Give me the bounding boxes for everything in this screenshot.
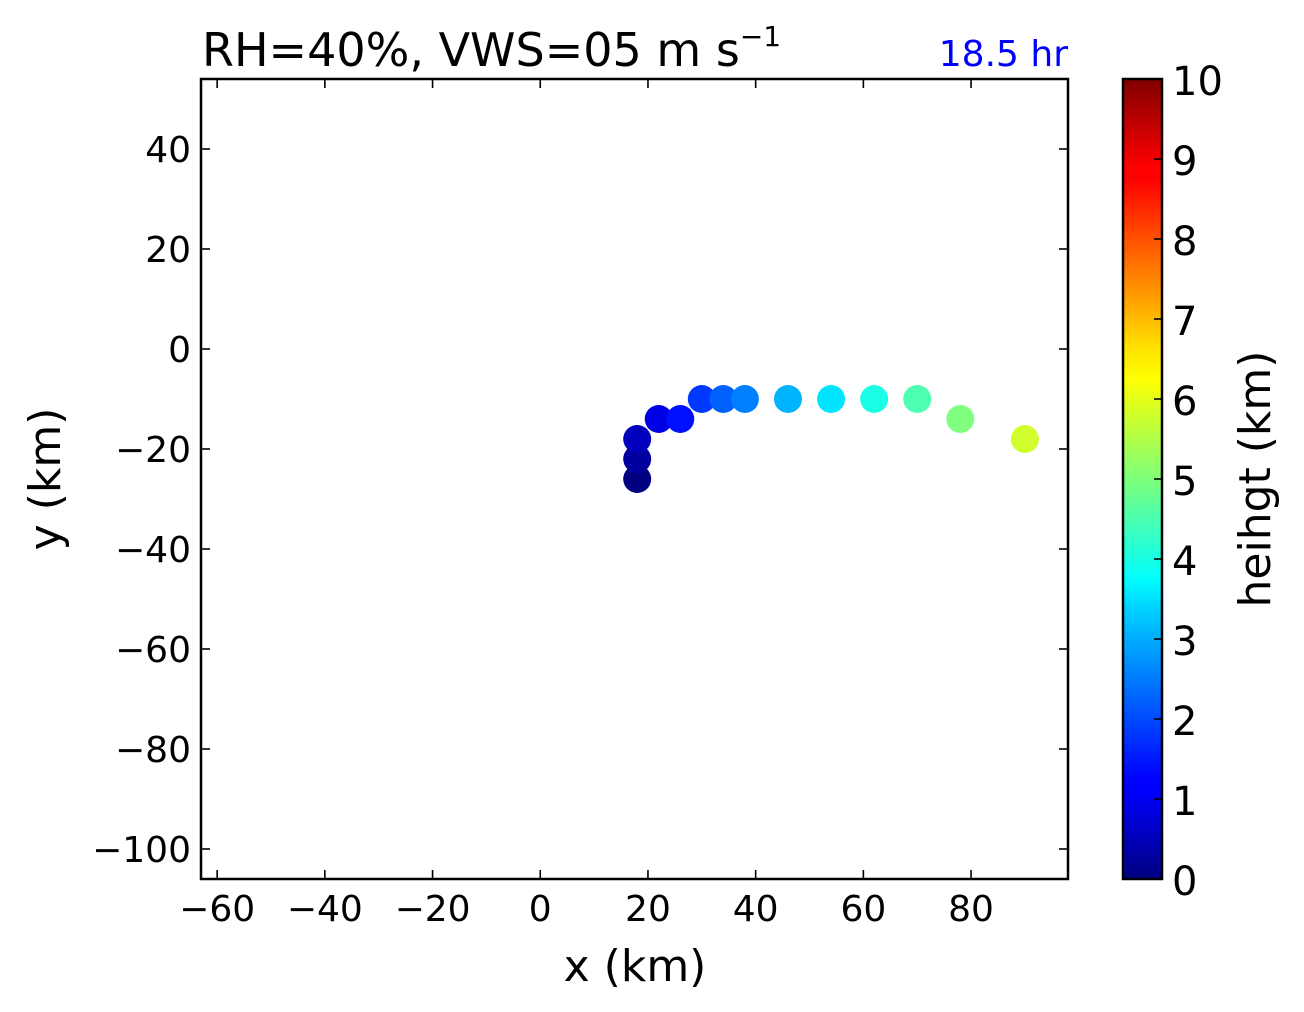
- time-label: 18.5 hr: [939, 34, 1068, 75]
- colorbar-tick-label: 1: [1172, 779, 1197, 825]
- scatter-point: [903, 385, 932, 413]
- scatter-point: [666, 405, 695, 433]
- x-tick-label: 80: [948, 889, 994, 930]
- y-tick-label: 40: [145, 130, 191, 171]
- y-tick-label: −80: [115, 730, 191, 771]
- y-tick-label: 20: [145, 230, 191, 271]
- scatter-point: [623, 445, 652, 473]
- y-tick-label: −40: [115, 530, 191, 571]
- x-tick-label: −40: [287, 889, 363, 930]
- colorbar-tick-label: 5: [1172, 459, 1197, 505]
- x-tick-label: 0: [529, 889, 552, 930]
- scatter-point: [817, 385, 846, 413]
- x-tick-label: 60: [840, 889, 886, 930]
- scatter-point: [644, 405, 673, 433]
- scatter-point: [773, 385, 802, 413]
- x-tick-label: 20: [625, 889, 671, 930]
- x-tick-label: 40: [733, 889, 779, 930]
- x-axis-ticks: −60 −40 −20 0 20 40 60 80: [179, 79, 994, 930]
- scatter-point: [860, 385, 889, 413]
- scatter-point: [730, 385, 759, 413]
- colorbar-tick-label: 4: [1172, 539, 1197, 585]
- scatter-point: [623, 465, 652, 493]
- colorbar-tick-label: 7: [1172, 299, 1197, 345]
- scatter-point: [709, 385, 738, 413]
- scatter-point: [687, 385, 716, 413]
- colorbar-tick-label: 9: [1172, 139, 1197, 185]
- colorbar-tick-label: 0: [1172, 859, 1197, 905]
- y-tick-label: −60: [115, 630, 191, 671]
- chart-title: RH=40%, VWS=05 m s−1: [202, 20, 781, 77]
- y-axis-ticks: 40 20 0 −20 −40 −60 −80 −100: [92, 130, 1068, 871]
- x-axis-label: x (km): [564, 941, 707, 992]
- colorbar-ticks: 0 1 2 3 4 5 6 7 8 9 10: [1154, 59, 1223, 905]
- y-axis-label: y (km): [20, 408, 71, 551]
- title-superscript: −1: [740, 20, 781, 53]
- x-tick-label: −20: [395, 889, 471, 930]
- colorbar-tick-label: 10: [1172, 59, 1223, 105]
- scatter-point: [623, 425, 652, 453]
- colorbar-tick-label: 2: [1172, 699, 1197, 745]
- colorbar-tick-label: 6: [1172, 379, 1197, 425]
- scatter-point: [946, 405, 975, 433]
- y-tick-label: −20: [115, 430, 191, 471]
- y-tick-label: 0: [168, 330, 191, 371]
- colorbar-tick-label: 3: [1172, 619, 1197, 665]
- x-tick-label: −60: [179, 889, 255, 930]
- y-tick-label: −100: [92, 830, 191, 871]
- colorbar-label: heihgt (km): [1230, 351, 1281, 608]
- scatter-point: [1010, 425, 1039, 453]
- scatter-points: [623, 385, 1039, 493]
- colorbar-tick-label: 8: [1172, 219, 1197, 265]
